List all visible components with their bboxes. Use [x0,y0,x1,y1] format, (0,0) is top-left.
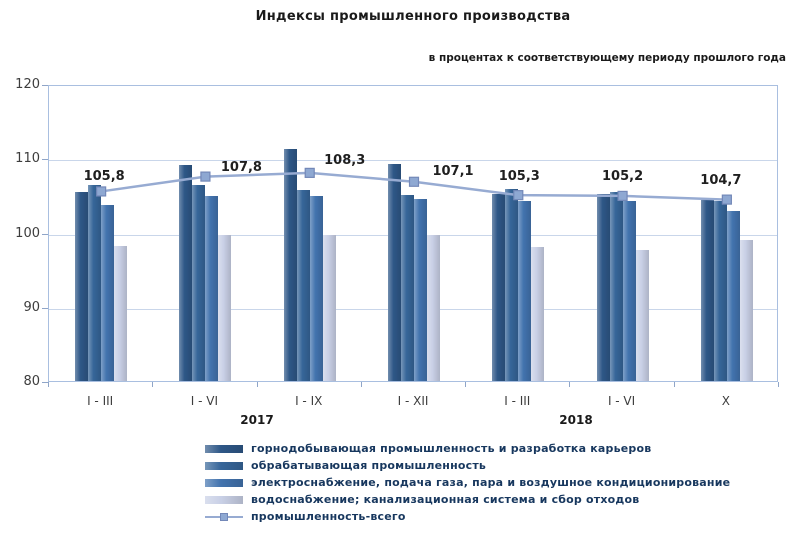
y-label-110: 110 [15,151,40,167]
legend-line-marker [220,512,228,521]
legend-item-1: горнодобывающая промышленность и разрабо… [205,442,730,455]
legend-swatch-icon [205,461,243,470]
x-label-cat5: I - III [504,394,531,408]
bar-series2-cat2 [192,184,206,381]
legend-item-4: водоснабжение; канализационная система и… [205,493,730,506]
y-tick-120 [42,85,48,86]
bar-series2-cat6 [609,191,623,381]
x-tick-4 [465,382,467,387]
line-marker-cat1 [96,186,107,197]
bar-series1-cat2 [179,164,193,381]
legend-swatch-icon [205,478,243,487]
legend: горнодобывающая промышленность и разрабо… [205,442,730,523]
y-label-120: 120 [15,77,40,92]
legend-swatch-icon [205,444,243,453]
data-label-cat5: 105,3 [498,169,540,185]
legend-item-2: обрабатывающая промышленность [205,459,730,472]
bar-series1-cat3 [283,148,297,381]
x-label-cat3: I - IX [295,394,323,408]
bar-series4-cat1 [114,245,128,381]
bar-series1-cat6 [596,193,610,381]
line-marker-cat4 [408,176,420,187]
legend-label: промышленность-всего [251,510,406,523]
line-marker-cat5 [513,190,524,201]
line-marker-cat2 [200,171,211,182]
x-tick-6 [673,382,675,387]
bar-series1-cat1 [75,192,89,381]
x-label-cat2: I - VI [190,394,219,408]
legend-label: горнодобывающая промышленность и разрабо… [251,442,652,455]
bar-series2-cat5 [505,188,519,381]
x-tick-7 [778,382,779,387]
line-marker-cat3 [304,167,315,178]
data-label-cat2: 107,8 [220,159,262,175]
legend-label: электроснабжение, подача газа, пара и во… [251,476,731,489]
bar-series2-cat1 [88,184,102,381]
x-tick-0 [48,382,49,387]
year-label-2017: 2017 [240,413,274,427]
bar-series4-cat4 [427,234,440,381]
total-line-layer [96,167,732,205]
plot-area: 105,8 107,8 108,3 107,1 105,3 105,2 104,7 [48,85,778,382]
bar-series4-cat6 [635,249,649,381]
line-marker-cat7 [721,194,732,205]
x-label-cat7: X [721,394,730,408]
y-tick-110 [42,159,48,161]
legend-item-5: промышленность-всего [205,510,730,523]
legend-label: обрабатывающая промышленность [251,459,487,472]
x-label-cat1: I - III [87,394,114,408]
line-marker-cat6 [617,190,628,201]
bar-series1-cat7 [700,199,714,381]
bar-series3-cat3 [309,196,323,381]
bar-series4-cat7 [739,239,753,381]
bar-series3-cat1 [101,205,115,381]
legend-swatch-icon [205,495,243,504]
x-tick-5 [569,382,571,387]
x-label-cat4: I - XII [397,394,429,408]
y-tick-100 [42,233,48,235]
y-tick-80 [42,382,48,383]
data-label-cat6: 105,2 [602,168,644,184]
bar-series3-cat4 [414,199,427,381]
bar-series4-cat2 [218,234,232,381]
legend-label: водоснабжение; канализационная система и… [251,493,640,506]
bar-series4-cat5 [531,247,545,381]
legend-item-3: электроснабжение, подача газа, пара и во… [205,476,730,489]
data-label-cat4: 107,1 [432,163,474,179]
year-label-2018: 2018 [559,413,593,427]
bar-series3-cat6 [622,200,636,381]
x-tick-1 [152,382,154,387]
bar-series3-cat7 [726,210,740,381]
x-label-cat6: I - VI [607,394,636,408]
y-tick-90 [42,307,48,309]
y-label-80: 80 [23,374,40,389]
bar-series1-cat5 [492,193,506,381]
bar-series1-cat4 [388,164,401,381]
y-label-100: 100 [15,225,40,241]
bar-series2-cat7 [713,201,727,381]
gridline-110 [49,160,777,162]
y-label-90: 90 [23,299,40,315]
data-label-cat7: 104,7 [700,172,742,188]
bar-series2-cat3 [296,190,310,381]
chart-title: Индексы промышленного производства [255,9,571,24]
bar-series4-cat3 [322,235,336,381]
x-tick-2 [256,382,258,387]
chart-subtitle: в процентах к соответствующему периоду п… [428,52,786,64]
bar-series2-cat4 [401,194,414,381]
data-label-cat3: 108,3 [324,152,366,168]
legend-line-icon [205,512,243,522]
data-label-cat1: 105,8 [83,169,125,185]
x-tick-3 [360,382,362,387]
bar-series3-cat2 [205,196,219,381]
bar-series3-cat5 [518,201,532,381]
